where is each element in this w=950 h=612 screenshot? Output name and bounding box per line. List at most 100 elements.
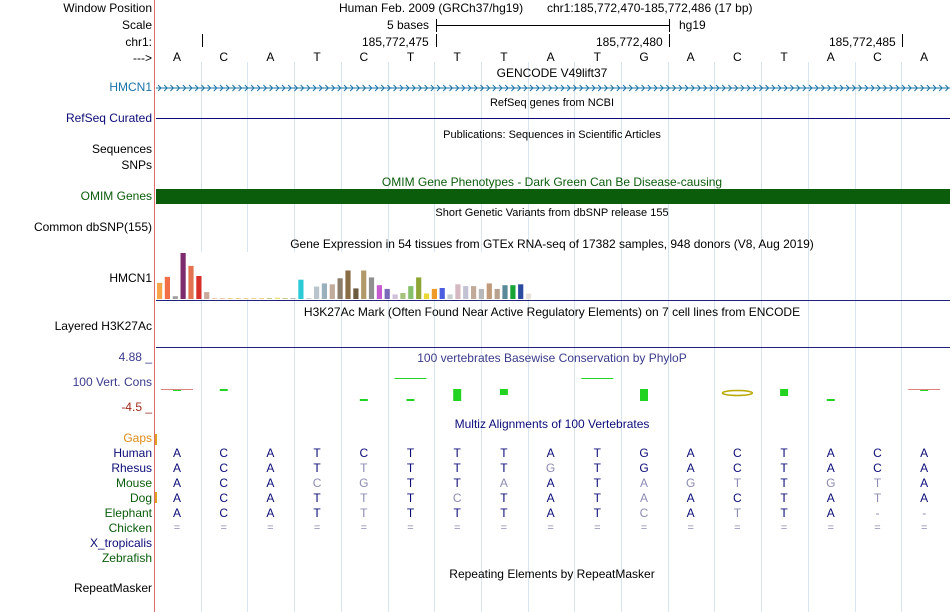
sequence-base[interactable]: A xyxy=(826,50,835,64)
gtex-tissue-bar[interactable] xyxy=(392,294,398,299)
gtex-tissue-bar[interactable] xyxy=(243,298,249,299)
gtex-tissue-bar[interactable] xyxy=(259,298,265,299)
omim-track-title[interactable]: OMIM Gene Phenotypes - Dark Green Can Be… xyxy=(381,175,723,189)
sequence-base[interactable]: G xyxy=(639,50,649,64)
cons-wiggle-plot[interactable] xyxy=(156,372,950,402)
sequence-base[interactable]: A xyxy=(546,50,555,64)
gtex-tissue-bar[interactable] xyxy=(266,298,273,299)
gtex-tissue-bar[interactable] xyxy=(290,298,296,299)
dbsnp-track-label[interactable]: Common dbSNP(155) xyxy=(33,220,152,234)
strand-arrow-label[interactable]: ---> xyxy=(133,51,152,65)
species-label[interactable]: Elephant xyxy=(104,506,152,520)
gtex-tissue-bar[interactable] xyxy=(376,285,382,299)
gtex-tissue-bar[interactable] xyxy=(463,286,469,299)
gtex-tissue-bar[interactable] xyxy=(478,288,484,299)
gtex-tissue-bar[interactable] xyxy=(486,283,492,299)
gencode-gene-label[interactable]: HMCN1 xyxy=(109,80,152,94)
gtex-tissue-bar[interactable] xyxy=(172,296,178,299)
gtex-track-title[interactable]: Gene Expression in 54 tissues from GTEx … xyxy=(290,237,814,251)
gtex-tissue-bar[interactable] xyxy=(345,270,351,300)
h3k27ac-track-title[interactable]: H3K27Ac Mark (Often Found Near Active Re… xyxy=(303,305,801,319)
sequence-base[interactable]: A xyxy=(172,50,182,64)
sequence-base[interactable]: C xyxy=(219,50,229,64)
gtex-tissue-bar[interactable] xyxy=(400,293,406,299)
cons-score-bar[interactable] xyxy=(826,399,835,401)
species-label[interactable]: Mouse xyxy=(115,476,152,490)
species-label[interactable]: Chicken xyxy=(108,521,152,535)
species-label[interactable]: Rhesus xyxy=(111,461,152,475)
cons-track-label[interactable]: 100 Vert. Cons xyxy=(72,375,152,389)
sequence-base[interactable]: T xyxy=(500,50,508,64)
cons-score-bar[interactable] xyxy=(640,389,648,401)
sequences-track-label[interactable]: Sequences xyxy=(91,142,152,156)
sequence-base[interactable]: T xyxy=(780,50,788,64)
sequence-base[interactable]: T xyxy=(406,50,415,64)
gtex-tissue-bar[interactable] xyxy=(251,298,257,299)
publications-track-title[interactable]: Publications: Sequences in Scientific Ar… xyxy=(443,129,661,141)
gtex-tissue-bar[interactable] xyxy=(416,277,422,299)
h3k27ac-track-label[interactable]: Layered H3K27Ac xyxy=(54,319,152,333)
gtex-tissue-bar[interactable] xyxy=(431,288,437,299)
sequence-base[interactable]: C xyxy=(733,50,742,64)
gtex-tissue-bar[interactable] xyxy=(494,288,500,299)
species-label[interactable]: Human xyxy=(113,446,152,460)
gtex-tissue-bar[interactable] xyxy=(196,276,202,299)
sequence-base[interactable]: T xyxy=(453,50,461,64)
cons-track-title[interactable]: 100 vertebrates Basewise Conservation by… xyxy=(417,351,687,365)
gtex-tissue-bar[interactable] xyxy=(423,293,430,300)
refseq-gene-line[interactable] xyxy=(156,118,950,119)
refseq-track-label[interactable]: RefSeq Curated xyxy=(65,111,152,125)
chr-label[interactable]: chr1: xyxy=(125,35,152,49)
gtex-tissue-bar[interactable] xyxy=(235,298,241,299)
snps-track-label[interactable]: SNPs xyxy=(121,158,152,172)
sequence-base[interactable]: A xyxy=(920,50,929,64)
gtex-tissue-bar[interactable] xyxy=(518,284,524,299)
gtex-tissue-bar[interactable] xyxy=(447,294,453,299)
position-text[interactable]: chr1:185,772,470-185,772,486 (17 bp) xyxy=(547,1,753,15)
multiz-track-title[interactable]: Multiz Alignments of 100 Vertebrates xyxy=(454,417,650,431)
gtex-tissue-bar[interactable] xyxy=(510,285,516,299)
species-label[interactable]: Zebrafish xyxy=(101,551,152,565)
sequence-base[interactable]: C xyxy=(873,50,882,64)
sequence-base[interactable]: C xyxy=(359,50,369,64)
gtex-tissue-bar[interactable] xyxy=(439,288,445,299)
omim-gene-block[interactable] xyxy=(156,189,950,204)
gtex-tissue-bar[interactable] xyxy=(329,284,335,299)
gtex-tissue-bar[interactable] xyxy=(157,282,163,299)
sequence-base[interactable]: A xyxy=(266,50,275,64)
repeatmasker-track-title[interactable]: Repeating Elements by RepeatMasker xyxy=(449,567,655,581)
gtex-tissue-bar[interactable] xyxy=(361,270,367,300)
gtex-tissue-bar[interactable] xyxy=(164,276,170,299)
cons-score-bar[interactable] xyxy=(219,389,228,391)
gtex-tissue-bar[interactable] xyxy=(321,283,327,299)
gtex-tissue-bar[interactable] xyxy=(471,286,477,299)
gtex-tissue-bar[interactable] xyxy=(180,253,186,299)
gtex-tissue-bar[interactable] xyxy=(384,288,390,299)
gtex-tissue-bar[interactable] xyxy=(314,286,320,299)
cons-score-bar[interactable] xyxy=(359,399,368,401)
repeatmasker-track-label[interactable]: RepeatMasker xyxy=(73,581,152,595)
gtex-tissue-bar[interactable] xyxy=(204,292,210,299)
sequence-base[interactable]: T xyxy=(593,50,601,64)
gtex-tissue-bar[interactable] xyxy=(219,298,225,299)
gtex-tissue-bar[interactable] xyxy=(455,284,461,299)
gtex-tissue-bar[interactable] xyxy=(188,265,194,299)
gtex-tissue-bar[interactable] xyxy=(274,297,280,299)
gtex-tissue-bar[interactable] xyxy=(502,285,508,299)
cons-score-bar[interactable] xyxy=(780,389,789,396)
gtex-tissue-bar[interactable] xyxy=(298,279,304,299)
gtex-tissue-bar[interactable] xyxy=(337,278,343,299)
species-label[interactable]: X_tropicalis xyxy=(89,536,152,550)
gtex-tissue-bar[interactable] xyxy=(306,298,312,299)
gtex-tissue-bar[interactable] xyxy=(368,277,375,299)
cons-score-bar[interactable] xyxy=(453,389,462,401)
gtex-bar-chart[interactable] xyxy=(156,252,536,300)
gencode-gene-track[interactable] xyxy=(156,82,950,94)
gtex-tissue-bar[interactable] xyxy=(408,286,414,299)
gtex-tissue-bar[interactable] xyxy=(211,298,218,299)
gtex-tissue-bar[interactable] xyxy=(353,288,359,299)
cons-score-bar[interactable] xyxy=(499,389,508,395)
dbsnp-track-title[interactable]: Short Genetic Variants from dbSNP releas… xyxy=(435,207,669,219)
gtex-gene-label[interactable]: HMCN1 xyxy=(109,271,152,285)
omim-track-label[interactable]: OMIM Genes xyxy=(80,189,152,203)
